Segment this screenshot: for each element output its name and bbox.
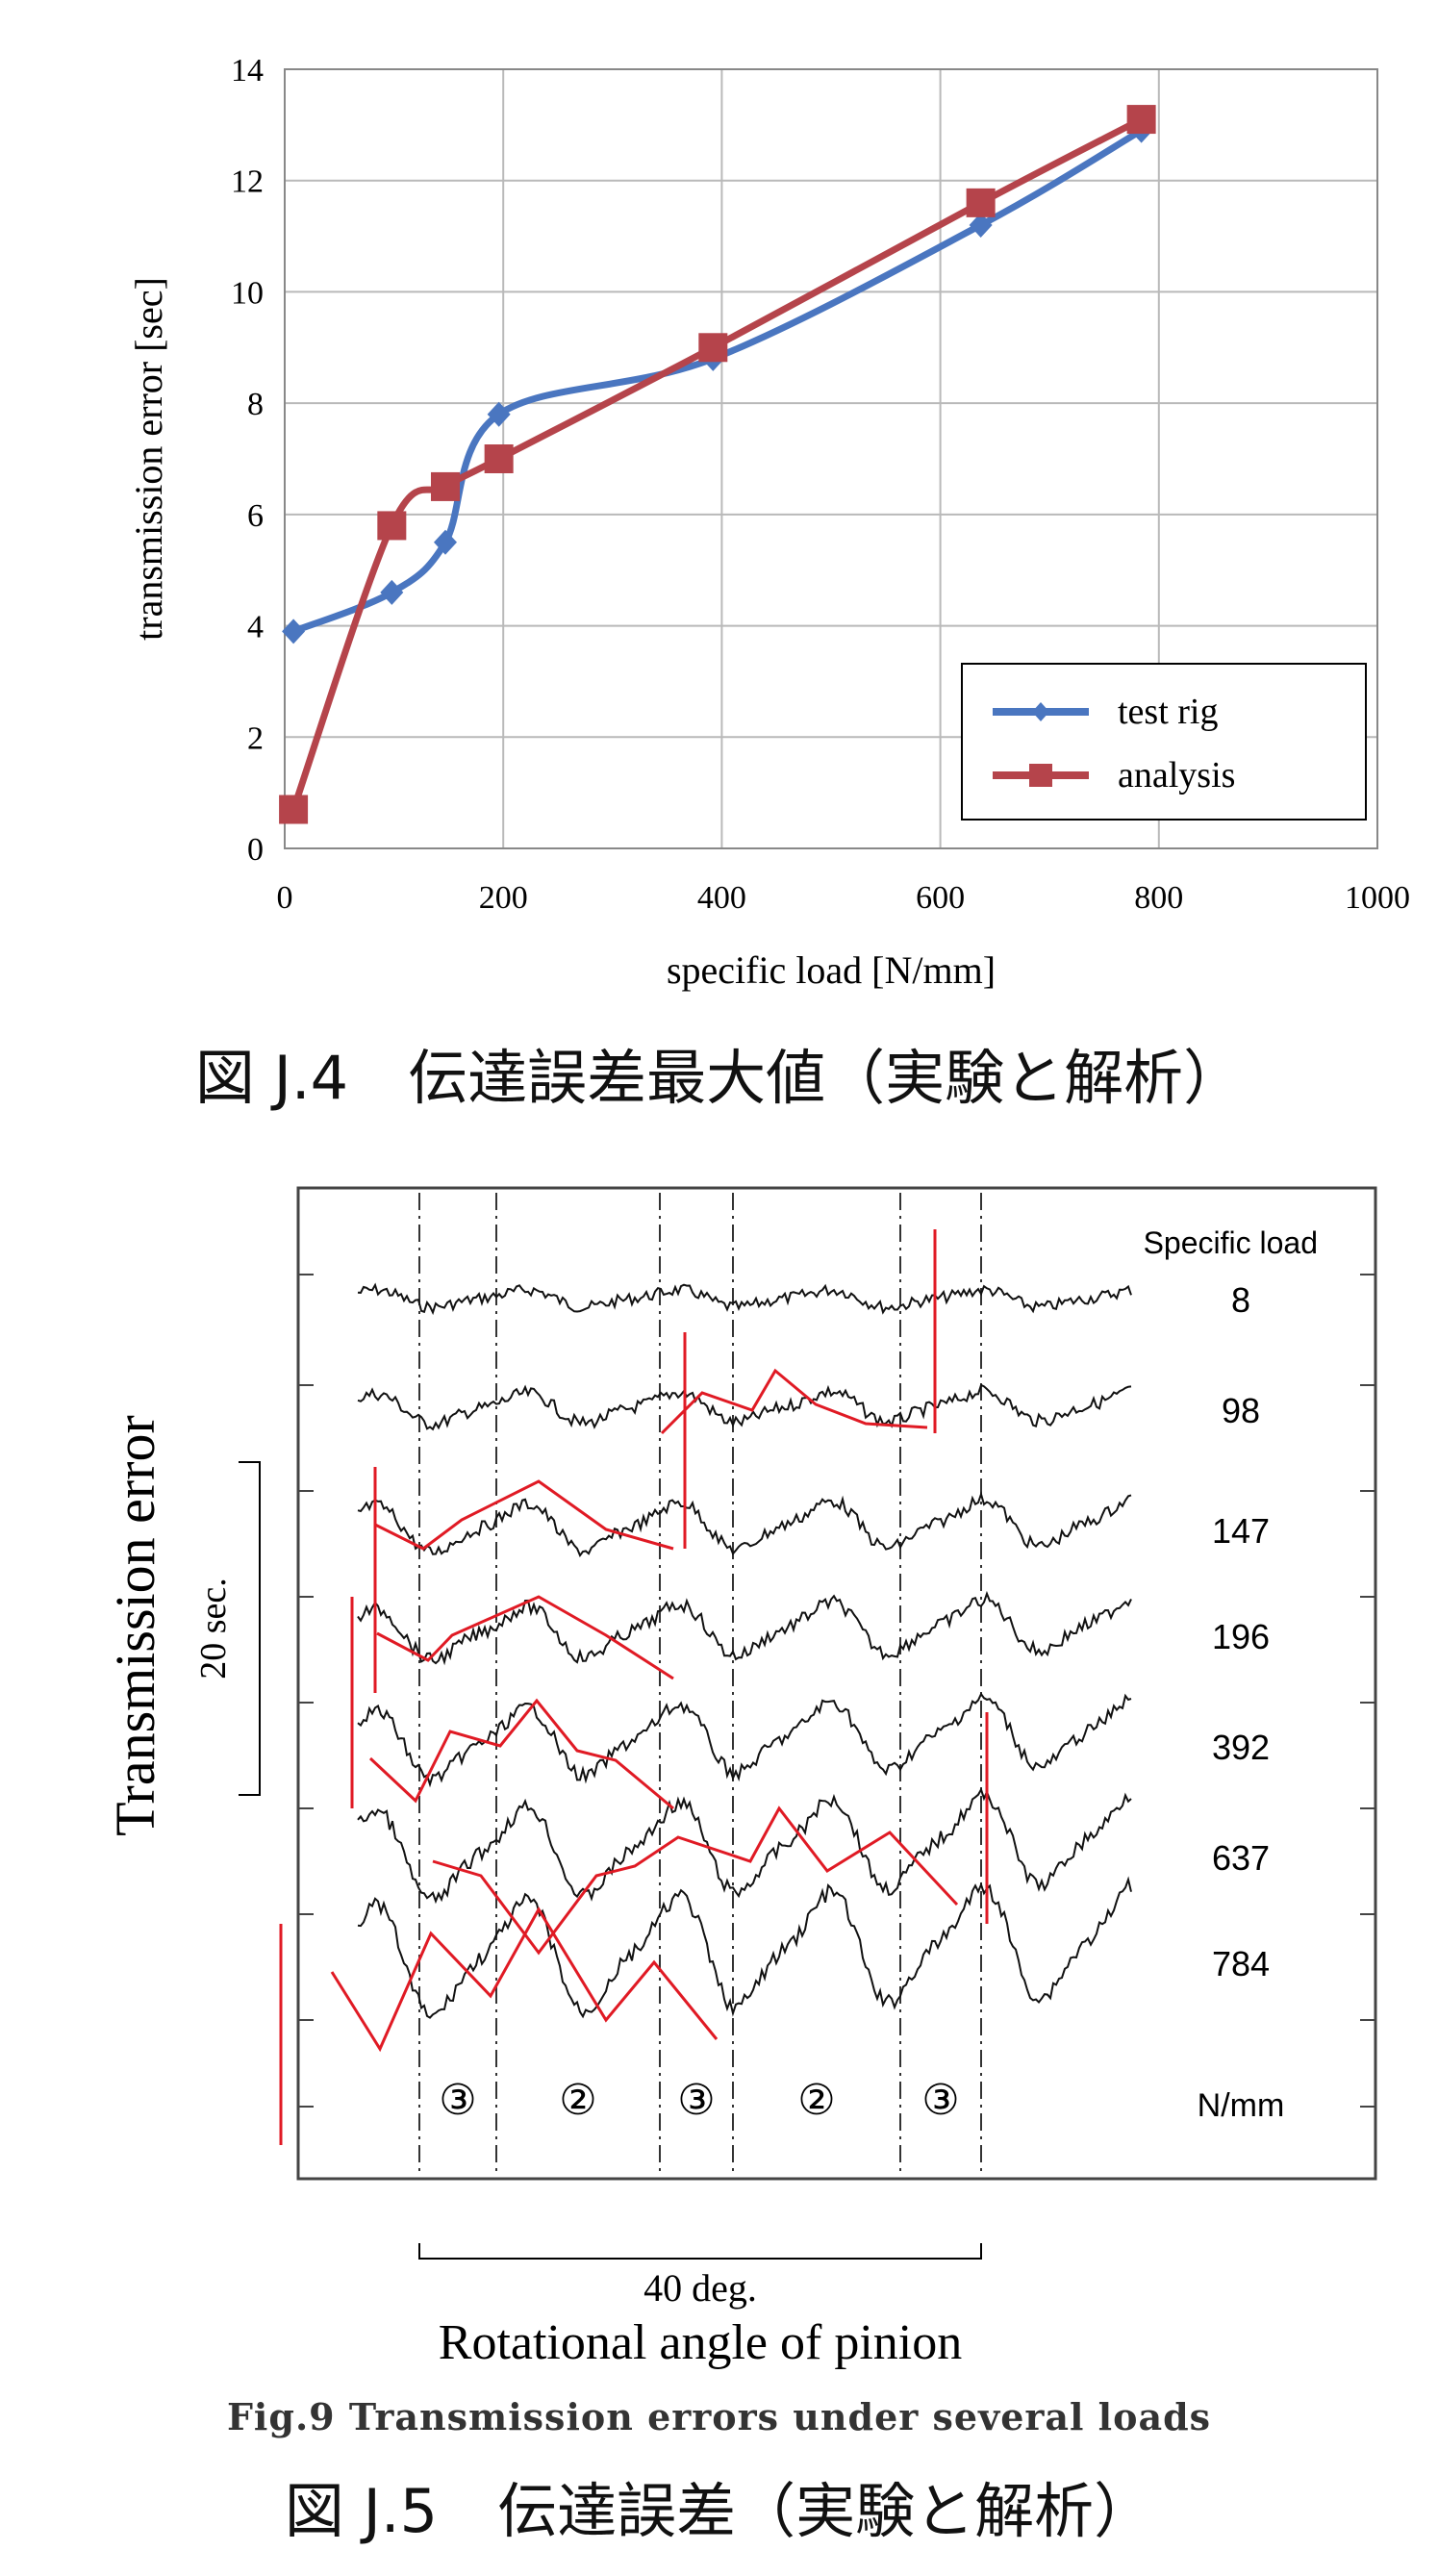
measured-trace-load-392 <box>357 1692 1132 1788</box>
data-point-analysis <box>279 795 309 824</box>
analysis-overlay <box>660 1368 928 1435</box>
legend-label-test-rig: test rig <box>1118 692 1218 732</box>
contact-zone-label: ③ <box>439 2076 476 2125</box>
y-axis-label: transmission error [sec] <box>127 277 170 641</box>
contact-zone-label: ③ <box>677 2076 715 2125</box>
data-point-analysis <box>698 333 728 363</box>
y-tick-label: 8 <box>247 387 264 422</box>
legend-box <box>961 663 1367 821</box>
series-line-test-rig <box>291 127 1144 635</box>
figure-caption-j4: 図 J.4 伝達誤差最大値（実験と解析） <box>194 1043 1244 1113</box>
load-label: 784 <box>1212 1944 1270 1983</box>
analysis-overlay <box>376 1595 674 1680</box>
measured-trace-load-8 <box>357 1282 1132 1316</box>
waveform-x-axis-label: Rotational angle of pinion <box>439 2315 962 2370</box>
x-axis-label: specific load [N/mm] <box>667 948 996 992</box>
data-point-analysis <box>377 511 407 541</box>
plot-area-border <box>284 68 1378 849</box>
data-point-analysis <box>484 444 514 473</box>
contact-zone-dividers <box>418 1193 982 2176</box>
data-point-analysis <box>1126 105 1156 135</box>
measured-trace-load-784 <box>357 1876 1132 2019</box>
transmission-error-max-chart: 0 2 4 6 8 10 12 14 0 200 400 600 800 1000 transmissi… <box>127 53 1411 992</box>
scale-bar <box>239 1461 261 1796</box>
analysis-overlay <box>432 1806 959 1956</box>
load-label: 196 <box>1212 1617 1270 1656</box>
waveform-y-axis-label: Transmission error <box>104 1415 166 1836</box>
y-tick-label: 10 <box>231 275 264 311</box>
data-point-analysis <box>430 471 460 501</box>
data-point-test-rig <box>282 619 306 644</box>
y-tick-label: 4 <box>247 610 264 645</box>
x-tick-label: 1000 <box>1345 880 1410 916</box>
y-tick-label: 6 <box>247 498 264 534</box>
waveform-frame <box>296 1186 1377 2181</box>
measured-traces <box>357 1282 1132 2019</box>
x-tick-label: 200 <box>479 880 528 916</box>
contact-zone-labels: ③ ② ③ ② ③ <box>439 2076 959 2125</box>
series-layer <box>279 105 1156 824</box>
y-tick-labels: 0 2 4 6 8 10 12 14 <box>231 53 264 868</box>
y-tick-label: 14 <box>231 53 264 88</box>
measured-trace-load-196 <box>357 1590 1132 1666</box>
angle-bar <box>418 2243 982 2260</box>
figure-caption-j5: 図 J.5 伝達誤差（実験と解析） <box>284 2476 1154 2546</box>
angle-bar-label: 40 deg. <box>643 2266 757 2310</box>
data-point-test-rig <box>380 579 404 605</box>
data-point-test-rig <box>969 213 993 238</box>
load-label: 637 <box>1212 1838 1270 1878</box>
load-label: 147 <box>1212 1511 1270 1551</box>
load-label: 8 <box>1231 1280 1250 1320</box>
contact-zone-label: ② <box>559 2076 596 2125</box>
analysis-overlay <box>374 1479 674 1551</box>
data-point-test-rig <box>487 401 511 427</box>
load-labels: 8 98 147 196 392 637 784 <box>1212 1280 1270 1983</box>
load-label: 98 <box>1222 1391 1260 1430</box>
measured-trace-load-637 <box>357 1787 1132 1905</box>
y-tick-label: 2 <box>247 720 264 756</box>
x-tick-label: 600 <box>916 880 965 916</box>
specific-load-header: Specific load <box>1144 1225 1318 1260</box>
x-tick-label: 800 <box>1134 880 1183 916</box>
load-unit-label: N/mm <box>1198 2087 1285 2124</box>
x-tick-label: 400 <box>697 880 746 916</box>
analysis-overlays <box>279 1229 989 2145</box>
legend-marker-analysis <box>1029 764 1052 787</box>
frame-tick-marks <box>298 1274 1375 2108</box>
contact-zone-label: ③ <box>921 2076 959 2125</box>
measured-trace-load-147 <box>357 1491 1132 1557</box>
y-tick-label: 12 <box>231 164 264 200</box>
legend-marker-test-rig <box>1032 702 1049 721</box>
y-tick-label: 0 <box>247 832 264 868</box>
waveform-figure-title: Fig.9 Transmission errors under several … <box>226 2395 1212 2438</box>
x-tick-labels: 0 200 400 600 800 1000 <box>277 880 1411 916</box>
analysis-overlay <box>330 1907 719 2053</box>
scale-bar-label: 20 sec. <box>193 1578 234 1679</box>
measured-trace-load-98 <box>357 1383 1132 1431</box>
legend: test rig analysis <box>961 663 1367 821</box>
x-tick-label: 0 <box>277 880 293 916</box>
data-point-test-rig <box>433 529 457 555</box>
load-label: 392 <box>1212 1728 1270 1767</box>
data-point-analysis <box>966 188 996 217</box>
legend-label-analysis: analysis <box>1118 755 1235 796</box>
analysis-overlay <box>368 1698 674 1810</box>
contact-zone-label: ② <box>797 2076 835 2125</box>
